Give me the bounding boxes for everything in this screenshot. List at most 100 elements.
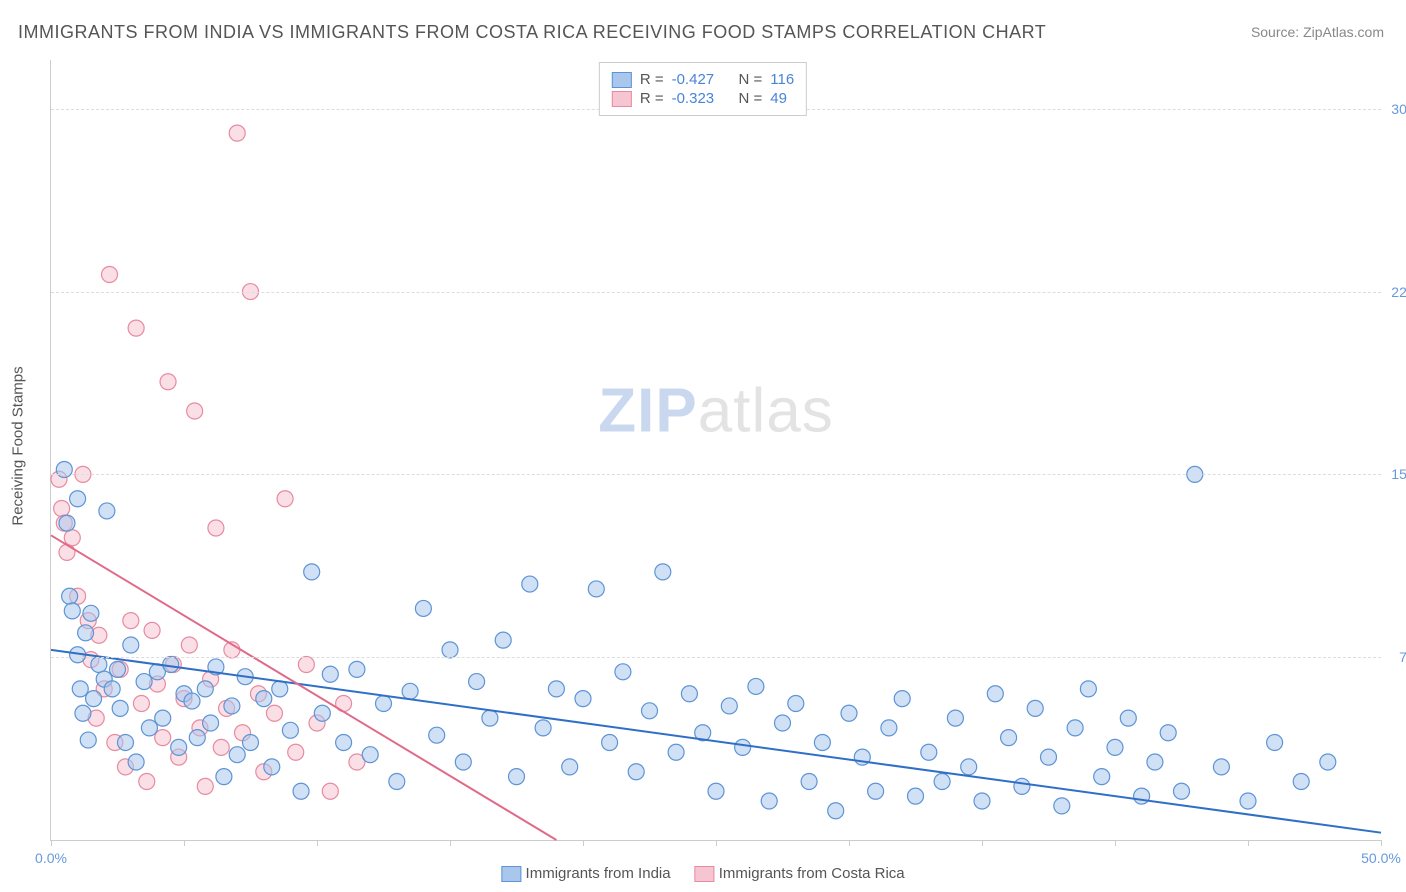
data-point <box>881 720 897 736</box>
data-point <box>1041 749 1057 765</box>
data-point <box>112 700 128 716</box>
data-point <box>469 674 485 690</box>
legend-label-india: Immigrants from India <box>526 865 671 882</box>
data-point <box>402 683 418 699</box>
y-tick-label: 15.0% <box>1386 466 1406 482</box>
data-point <box>160 374 176 390</box>
data-point <box>243 735 259 751</box>
data-point <box>761 793 777 809</box>
data-point <box>229 125 245 141</box>
data-point <box>282 722 298 738</box>
data-point <box>64 530 80 546</box>
legend-n-value-india: 116 <box>770 71 794 88</box>
data-point <box>602 735 618 751</box>
data-point <box>415 600 431 616</box>
data-point <box>272 681 288 697</box>
data-point <box>668 744 684 760</box>
data-point <box>535 720 551 736</box>
data-point <box>1054 798 1070 814</box>
data-point <box>102 267 118 283</box>
data-point <box>642 703 658 719</box>
data-point <box>868 783 884 799</box>
data-point <box>224 698 240 714</box>
legend-r-label: R = <box>640 71 664 88</box>
data-point <box>548 681 564 697</box>
source-label: Source: ZipAtlas.com <box>1251 24 1384 40</box>
data-point <box>322 666 338 682</box>
data-point <box>322 783 338 799</box>
data-point <box>197 778 213 794</box>
data-point <box>1067 720 1083 736</box>
y-axis-title: Receiving Food Stamps <box>10 366 27 525</box>
data-point <box>1320 754 1336 770</box>
legend-swatch-costarica <box>612 91 632 107</box>
data-point <box>78 625 94 641</box>
data-point <box>104 681 120 697</box>
data-point <box>429 727 445 743</box>
data-point <box>1213 759 1229 775</box>
legend-swatch-india-icon <box>501 866 521 882</box>
data-point <box>588 581 604 597</box>
data-point <box>775 715 791 731</box>
data-point <box>1293 774 1309 790</box>
data-point <box>1107 739 1123 755</box>
data-point <box>62 588 78 604</box>
data-point <box>1120 710 1136 726</box>
data-point <box>213 739 229 755</box>
data-point <box>133 696 149 712</box>
data-point <box>141 720 157 736</box>
data-point <box>921 744 937 760</box>
data-point <box>59 544 75 560</box>
data-point <box>1267 735 1283 751</box>
data-point <box>298 657 314 673</box>
legend-swatch-costarica-icon <box>695 866 715 882</box>
data-point <box>708 783 724 799</box>
data-point <box>814 735 830 751</box>
data-point <box>80 732 96 748</box>
data-point <box>187 403 203 419</box>
data-point <box>894 691 910 707</box>
data-point <box>75 705 91 721</box>
data-point <box>117 735 133 751</box>
data-point <box>144 622 160 638</box>
chart-title: IMMIGRANTS FROM INDIA VS IMMIGRANTS FROM… <box>18 22 1046 43</box>
data-point <box>655 564 671 580</box>
data-point <box>575 691 591 707</box>
data-point <box>139 774 155 790</box>
data-point <box>216 769 232 785</box>
data-point <box>336 735 352 751</box>
data-point <box>748 678 764 694</box>
data-point <box>123 637 139 653</box>
legend-series: Immigrants from India Immigrants from Co… <box>501 865 904 882</box>
data-point <box>801 774 817 790</box>
legend-label-costarica: Immigrants from Costa Rica <box>719 865 905 882</box>
data-point <box>304 564 320 580</box>
data-point <box>110 661 126 677</box>
data-point <box>908 788 924 804</box>
data-point <box>314 705 330 721</box>
data-point <box>349 661 365 677</box>
data-point <box>59 515 75 531</box>
data-point <box>54 501 70 517</box>
data-point <box>155 710 171 726</box>
data-point <box>128 754 144 770</box>
data-point <box>123 613 139 629</box>
data-point <box>203 715 219 731</box>
legend-swatch-india <box>612 72 632 88</box>
data-point <box>83 605 99 621</box>
data-point <box>788 696 804 712</box>
data-point <box>1147 754 1163 770</box>
data-point <box>681 686 697 702</box>
data-point <box>1174 783 1190 799</box>
y-tick-label: 7.5% <box>1386 649 1406 665</box>
x-tick-label: 50.0% <box>1361 850 1401 866</box>
data-point <box>189 730 205 746</box>
data-point <box>163 657 179 673</box>
data-point <box>208 520 224 536</box>
data-point <box>181 637 197 653</box>
data-point <box>628 764 644 780</box>
legend-n-label: N = <box>738 90 762 107</box>
data-point <box>495 632 511 648</box>
legend-n-label: N = <box>738 71 762 88</box>
data-point <box>947 710 963 726</box>
